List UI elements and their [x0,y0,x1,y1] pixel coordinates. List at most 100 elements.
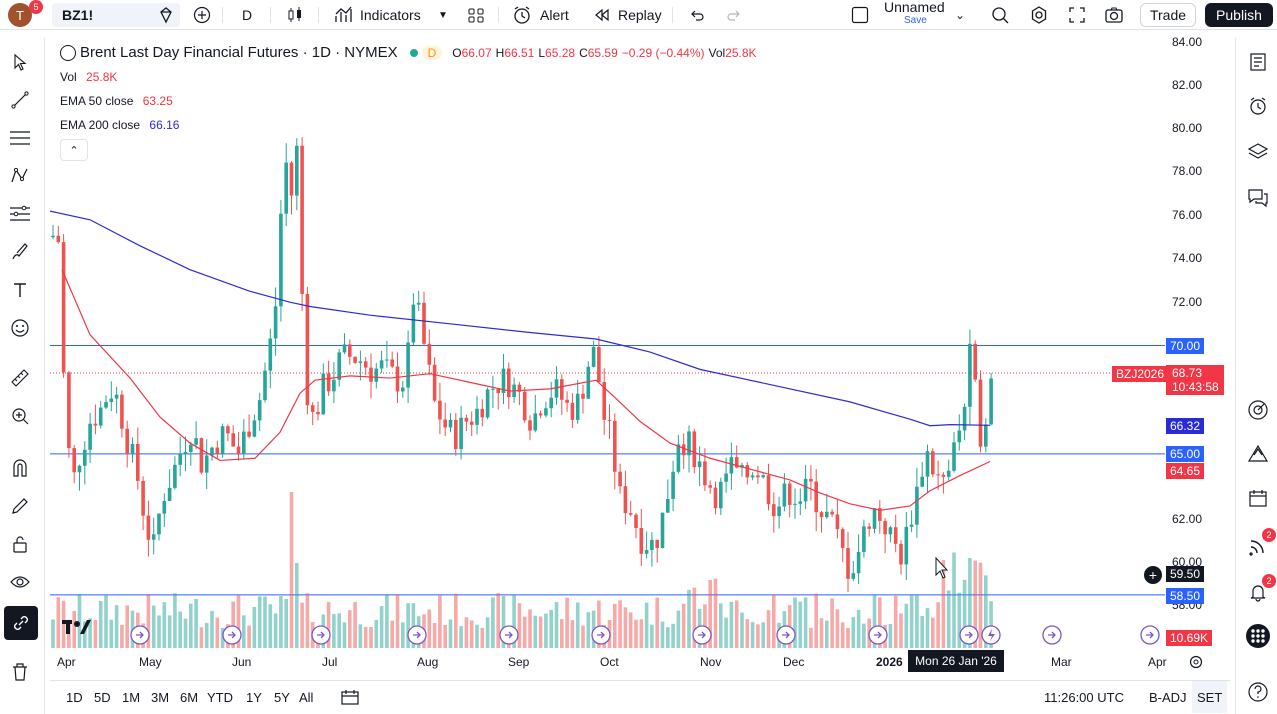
interval-button[interactable]: D [242,7,253,23]
tv-logo-icon[interactable] [62,618,96,641]
alert-clock-icon[interactable] [508,0,536,30]
volume-bar [406,603,410,648]
axis-settings-gear-icon[interactable] [1188,654,1204,675]
user-avatar[interactable]: T [8,3,32,27]
candle-body [840,529,845,549]
alarm-clock-icon[interactable] [1244,92,1272,120]
lock-icon[interactable] [6,530,34,558]
volume-bar [623,607,628,648]
candle-body [104,402,108,408]
range-button-1m[interactable]: 1M [122,689,141,705]
candle-body [422,302,426,344]
indicators-chevron-down-icon[interactable]: ▼ [438,9,448,21]
range-button-1y[interactable]: 1Y [246,689,262,705]
utc-clock[interactable]: 11:26:00 UTC [1044,689,1124,705]
ruler-icon[interactable] [6,364,34,392]
candle-body [628,513,633,515]
candles-icon[interactable] [281,0,309,30]
text-tool-icon[interactable] [6,276,34,304]
emoji-icon[interactable] [6,314,34,342]
replay-icon[interactable] [588,0,616,30]
trash-icon[interactable] [6,658,34,686]
eye-icon[interactable] [6,568,34,596]
price-chart[interactable] [50,37,1230,677]
ema50-legend[interactable]: EMA 50 close 63.25 [60,94,173,108]
indicators-button[interactable]: Indicators [360,7,421,23]
pine-editor-icon[interactable] [1244,440,1272,468]
magnet-icon[interactable] [6,454,34,482]
brush-icon[interactable] [6,238,34,266]
settings-gear-icon[interactable] [1025,0,1053,30]
pattern-icon[interactable] [6,162,34,190]
signals-broadcast-icon[interactable] [1244,532,1272,560]
range-button-all[interactable]: All [299,689,314,705]
publish-button[interactable]: Publish [1205,3,1273,27]
close-value: 65.59 [587,45,618,60]
range-button-3m[interactable]: 3M [151,689,170,705]
calendar-icon[interactable] [1244,484,1272,512]
volume-bar [257,596,262,648]
symbol-text: BZ1! [62,7,94,23]
layout-save-label[interactable]: Save [904,14,927,26]
trend-line-icon[interactable] [6,86,34,114]
fib-lines-icon[interactable] [6,124,34,152]
symbol-search[interactable]: BZ1! [52,3,180,27]
candle-body [883,520,887,535]
pencil-lock-icon[interactable] [6,492,34,520]
volume-bar [491,597,495,648]
bell-icon[interactable] [1244,578,1272,606]
volume-bar [300,602,304,648]
candle-body [247,431,251,437]
volume-bar [644,602,649,648]
layout-chevron-down-icon[interactable]: ⌄ [955,8,966,22]
zoom-in-icon[interactable] [6,402,34,430]
link-icon[interactable] [4,606,38,640]
camera-snapshot-icon[interactable] [1100,0,1128,30]
apps-grid-icon[interactable] [1244,622,1272,650]
quick-search-icon[interactable] [986,0,1014,30]
fullscreen-icon[interactable] [1063,0,1091,30]
undo-icon[interactable] [683,0,711,30]
redo-icon[interactable] [720,0,748,30]
compare-diamond-icon[interactable] [152,0,180,30]
templates-grid-icon[interactable] [462,0,490,30]
add-symbol-icon[interactable] [188,0,216,30]
range-button-5y[interactable]: 5Y [274,689,290,705]
volume-bar [766,610,771,648]
adjustment-button[interactable]: B-ADJ [1149,689,1187,705]
watchlist-icon[interactable] [1244,48,1272,76]
range-button-ytd[interactable]: YTD [207,689,233,705]
collapse-legend-chevron-up-icon[interactable]: ⌃ [60,139,88,161]
candle-body [899,543,903,565]
trade-button[interactable]: Trade [1140,3,1196,27]
forecast-icon[interactable] [6,200,34,228]
volume-bar [480,627,485,648]
ema200-legend[interactable]: EMA 200 close 66.16 [60,118,179,132]
help-icon[interactable] [1244,678,1272,706]
range-button-5d[interactable]: 5D [94,689,111,705]
volume-bar [83,621,87,648]
target-icon[interactable] [1244,396,1272,424]
replay-button[interactable]: Replay [618,7,662,23]
indicators-icon[interactable] [330,0,358,30]
date-range-calendar-icon[interactable] [340,681,360,713]
volume-bar [952,552,956,648]
drawing-toolbar [0,38,40,688]
layout-square-icon[interactable] [846,0,874,30]
layout-name[interactable]: Unnamed [884,0,945,15]
volume-bar [279,595,283,648]
candle-body [316,411,320,415]
candle-body [734,457,739,468]
candle-body [819,512,824,518]
chat-icon[interactable] [1244,184,1272,212]
alert-button[interactable]: Alert [540,7,569,23]
range-button-1d[interactable]: 1D [66,689,83,705]
cursor-arrow-icon[interactable] [6,48,34,76]
session-button[interactable]: SET [1192,681,1228,713]
add-crosshair-plus-icon[interactable]: + [1144,566,1162,584]
candle-body [326,373,331,392]
volume-legend[interactable]: Vol 25.8K [60,70,117,84]
volume-bar [628,612,633,648]
layers-icon[interactable] [1244,138,1272,166]
range-button-6m[interactable]: 6M [180,689,199,705]
